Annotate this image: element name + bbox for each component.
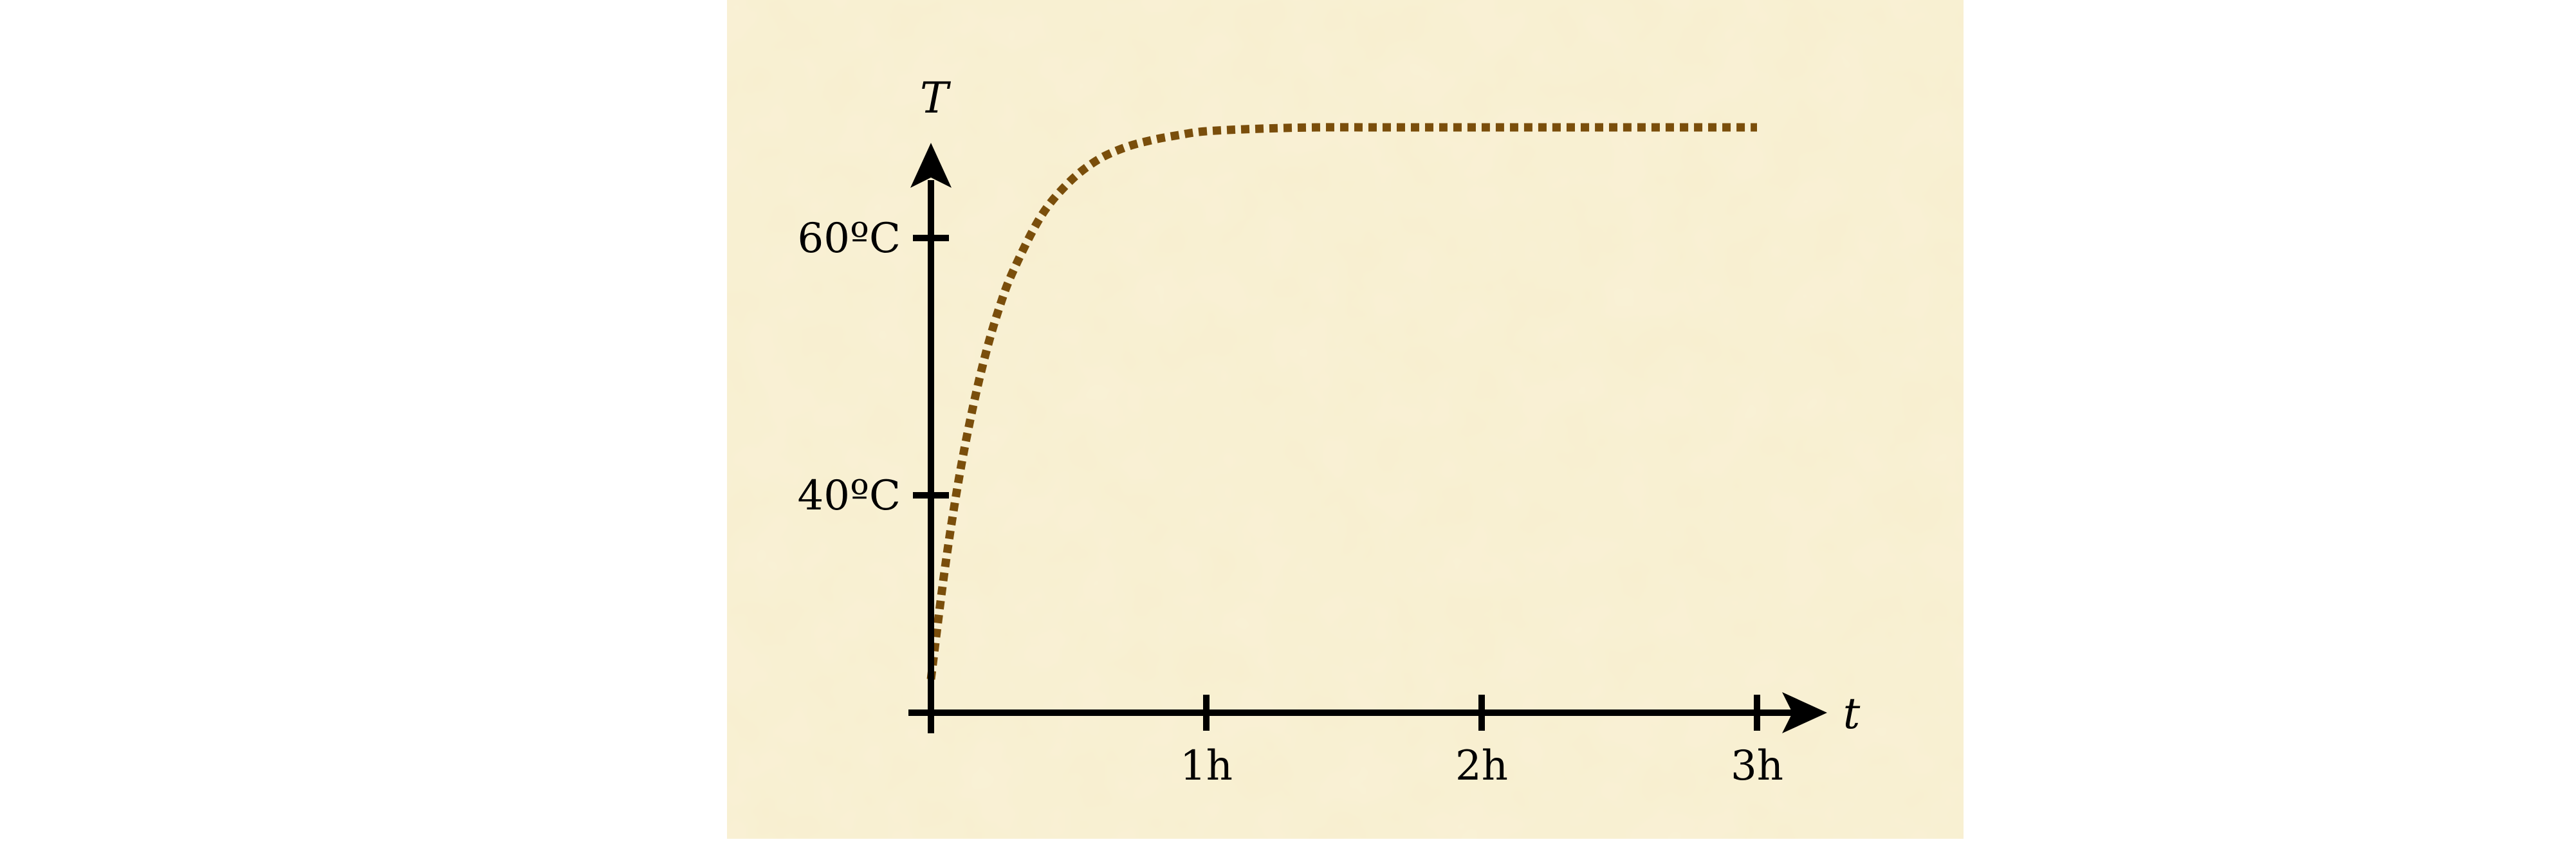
x-axis-arrow [1782,692,1827,733]
y-axis-title: T [920,73,952,123]
y-axis-arrow [910,143,952,188]
axes [908,143,1827,733]
x-tick-label: 3h [1731,742,1783,790]
curve-layer [926,123,1757,680]
temperature-curve [926,123,1757,680]
y-tick-label: 60ºC [798,215,901,262]
y-tick-label: 40ºC [798,472,901,520]
x-tick-label: 1h [1180,742,1233,790]
x-axis-title: t [1843,689,1861,738]
ticks: 1h 2h 3h 40ºC 60ºC [798,215,1783,790]
x-tick-label: 2h [1455,742,1508,790]
